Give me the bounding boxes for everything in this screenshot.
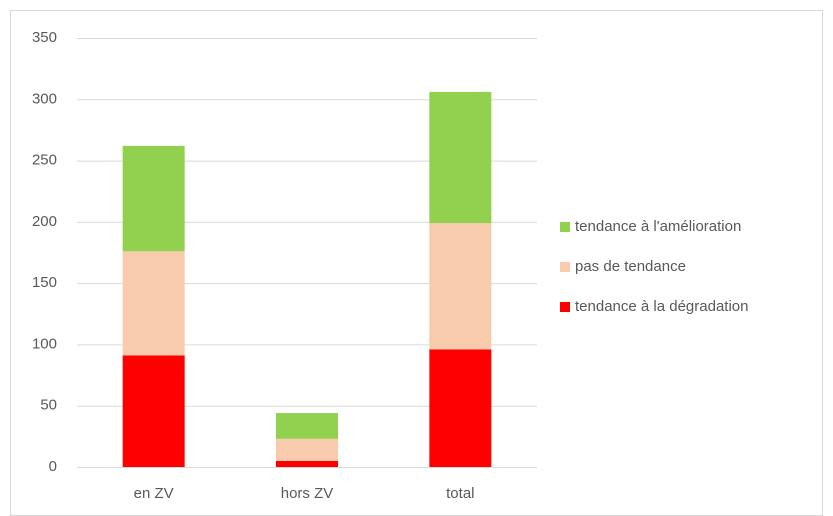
legend-label: pas de tendance <box>575 258 686 275</box>
bar-segment <box>429 91 492 224</box>
bar-segment <box>276 460 338 467</box>
y-tick-label: 100 <box>32 335 57 352</box>
legend-swatch <box>560 262 570 272</box>
x-tick-label: en ZV <box>134 485 174 502</box>
x-tick-label: hors ZV <box>281 485 334 502</box>
bar-segment <box>429 349 492 467</box>
bar-segment <box>122 251 185 356</box>
bar-segment <box>122 355 185 467</box>
legend-swatch <box>560 222 570 232</box>
y-tick-label: 250 <box>32 152 57 169</box>
legend-swatch <box>560 302 570 312</box>
legend-label: tendance à la dégradation <box>575 298 748 315</box>
bar-segment <box>122 145 185 252</box>
y-tick-label: 300 <box>32 90 57 107</box>
y-tick-label: 150 <box>32 274 57 291</box>
y-tick-label: 200 <box>32 213 57 230</box>
y-tick-label: 50 <box>40 397 57 414</box>
x-tick-label: total <box>446 485 474 502</box>
legend-label: tendance à l'amélioration <box>575 218 741 235</box>
bar-segment <box>429 223 492 350</box>
y-tick-label: 350 <box>32 29 57 46</box>
y-tick-label: 0 <box>49 458 57 475</box>
bar-segment <box>276 413 338 439</box>
bar-segment <box>276 438 338 461</box>
